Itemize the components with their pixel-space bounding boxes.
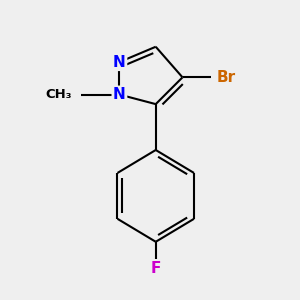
Text: F: F — [151, 261, 161, 276]
Text: N: N — [113, 55, 126, 70]
Text: Br: Br — [217, 70, 236, 85]
Text: N: N — [113, 87, 126, 102]
Text: CH₃: CH₃ — [45, 88, 72, 101]
